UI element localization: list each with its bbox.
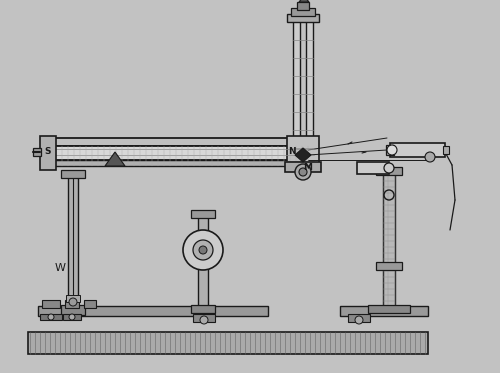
Polygon shape: [295, 148, 311, 162]
Bar: [297, 2, 309, 10]
Bar: [306, 18, 313, 168]
Bar: [287, 136, 319, 164]
Text: S: S: [45, 147, 52, 157]
Bar: [66, 295, 80, 302]
Circle shape: [295, 164, 311, 180]
Polygon shape: [105, 152, 125, 166]
Circle shape: [183, 230, 223, 270]
Circle shape: [200, 316, 208, 324]
Bar: [46, 138, 314, 146]
Bar: [191, 210, 215, 218]
Circle shape: [69, 314, 75, 320]
Bar: [287, 14, 319, 22]
Bar: [376, 167, 402, 175]
Bar: [348, 314, 370, 322]
Bar: [368, 305, 410, 313]
Bar: [386, 145, 394, 155]
Bar: [291, 8, 315, 16]
Circle shape: [69, 298, 77, 306]
Bar: [340, 306, 428, 316]
Bar: [285, 162, 321, 172]
Bar: [38, 306, 268, 316]
Bar: [198, 215, 208, 307]
Bar: [40, 136, 56, 170]
Circle shape: [199, 246, 207, 254]
Bar: [63, 314, 81, 320]
Bar: [68, 175, 78, 307]
Bar: [191, 305, 215, 313]
Text: N: N: [288, 147, 296, 157]
Circle shape: [193, 240, 213, 260]
Bar: [28, 332, 428, 354]
Circle shape: [299, 168, 307, 176]
Bar: [390, 143, 445, 157]
Text: M: M: [304, 163, 312, 172]
Circle shape: [425, 152, 435, 162]
Bar: [443, 146, 449, 154]
Bar: [61, 305, 85, 315]
Bar: [293, 18, 300, 168]
Circle shape: [387, 145, 397, 155]
Bar: [40, 314, 62, 320]
Circle shape: [384, 163, 394, 173]
Bar: [46, 160, 314, 166]
Bar: [357, 162, 389, 174]
Circle shape: [355, 316, 363, 324]
Bar: [84, 300, 96, 308]
Polygon shape: [299, 0, 309, 2]
Bar: [46, 146, 314, 160]
Bar: [383, 173, 395, 308]
Bar: [65, 300, 79, 308]
Bar: [42, 300, 60, 308]
Bar: [376, 262, 402, 270]
Bar: [193, 314, 215, 322]
Text: W: W: [54, 263, 66, 273]
Circle shape: [48, 314, 54, 320]
Bar: [61, 170, 85, 178]
Bar: [33, 148, 41, 156]
